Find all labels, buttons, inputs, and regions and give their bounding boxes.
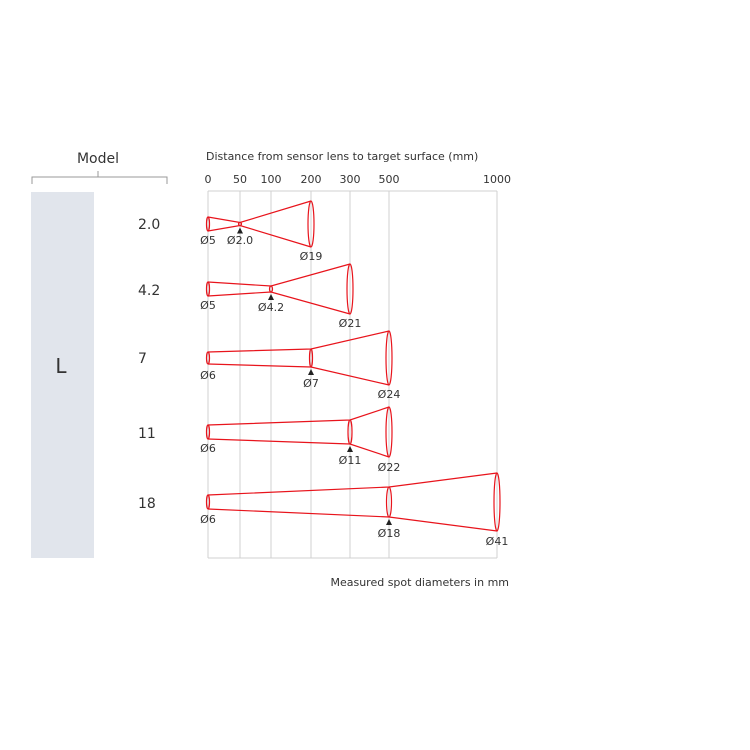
beam-model-4.2: 4.2 Ø5 Ø4.2 Ø21 [138,263,362,330]
spot-label: Ø24 [378,388,401,401]
spot-label: Ø18 [378,527,401,540]
spot-ellipse [205,351,211,365]
spot-ellipse [205,494,211,510]
focus-arrow-icon [386,519,392,525]
tick-label: 500 [379,173,400,186]
model-name: 2.0 [138,217,160,233]
spot-label: Ø5 [200,234,216,247]
focus-arrow-icon [347,446,353,452]
tick-label: 0 [205,173,212,186]
tick-label: 1000 [483,173,511,186]
spot-ellipse [346,263,354,315]
tick-label: 300 [340,173,361,186]
beam-edge-bottom [207,438,390,458]
spot-label: Ø7 [303,377,319,390]
spot-label: Ø4.2 [258,301,284,314]
spot-ellipse [205,424,211,440]
beam-edge-bottom [207,363,390,386]
spot-ellipse [307,200,315,248]
spot-label: Ø11 [339,454,362,467]
beam-edge-top [207,200,312,224]
spot-label: Ø41 [486,535,509,548]
focus-arrow-icon [308,369,314,375]
spot-ellipse [308,348,314,368]
beam-model-18: 18 Ø6 Ø18 Ø41 [138,472,509,548]
beam-edge-top [207,330,390,353]
spot-label: Ø6 [200,369,216,382]
tick-label: 50 [233,173,247,186]
spot-ellipse [385,406,393,458]
spot-ellipse [237,221,243,227]
spot-label: Ø5 [200,299,216,312]
model-bracket [31,171,168,184]
series-panel [31,192,94,558]
footnote: Measured spot diameters in mm [330,576,509,589]
model-header: Model [77,151,119,167]
spot-ellipse [493,472,501,532]
spot-ellipse [205,216,211,232]
spot-label: Ø19 [300,250,323,263]
tick-label: 200 [301,173,322,186]
beam-model-7: 7 Ø6 Ø7 Ø24 [138,330,401,401]
beam-edge-top [207,406,390,426]
model-name: 11 [138,426,156,442]
model-name: 4.2 [138,283,160,299]
spot-label: Ø6 [200,442,216,455]
spot-label: Ø22 [378,461,401,474]
beam-edge-top [207,263,351,287]
spot-label: Ø21 [339,317,362,330]
spot-ellipse [347,419,353,445]
model-name: 7 [138,351,147,367]
tick-label: 100 [261,173,282,186]
spot-label: Ø6 [200,513,216,526]
beam-edge-bottom [207,508,498,532]
focus-arrow-icon [268,294,274,300]
spot-ellipse [385,486,393,518]
beam-edge-bottom [207,224,312,248]
focus-arrow-icon [237,227,243,234]
model-name: 18 [138,496,156,512]
beam-model-11: 11 Ø6 Ø11 Ø22 [138,406,401,474]
axis-title: Distance from sensor lens to target surf… [206,150,478,163]
spot-ellipse [385,330,393,386]
spot-ellipse [268,285,274,293]
beam-model-2.0: 2.0 Ø5 Ø2.0 Ø19 [138,200,323,263]
spot-ellipse [205,281,211,297]
beam-edge-top [207,472,498,496]
spot-label: Ø2.0 [227,234,253,247]
series-label: L [55,354,67,378]
